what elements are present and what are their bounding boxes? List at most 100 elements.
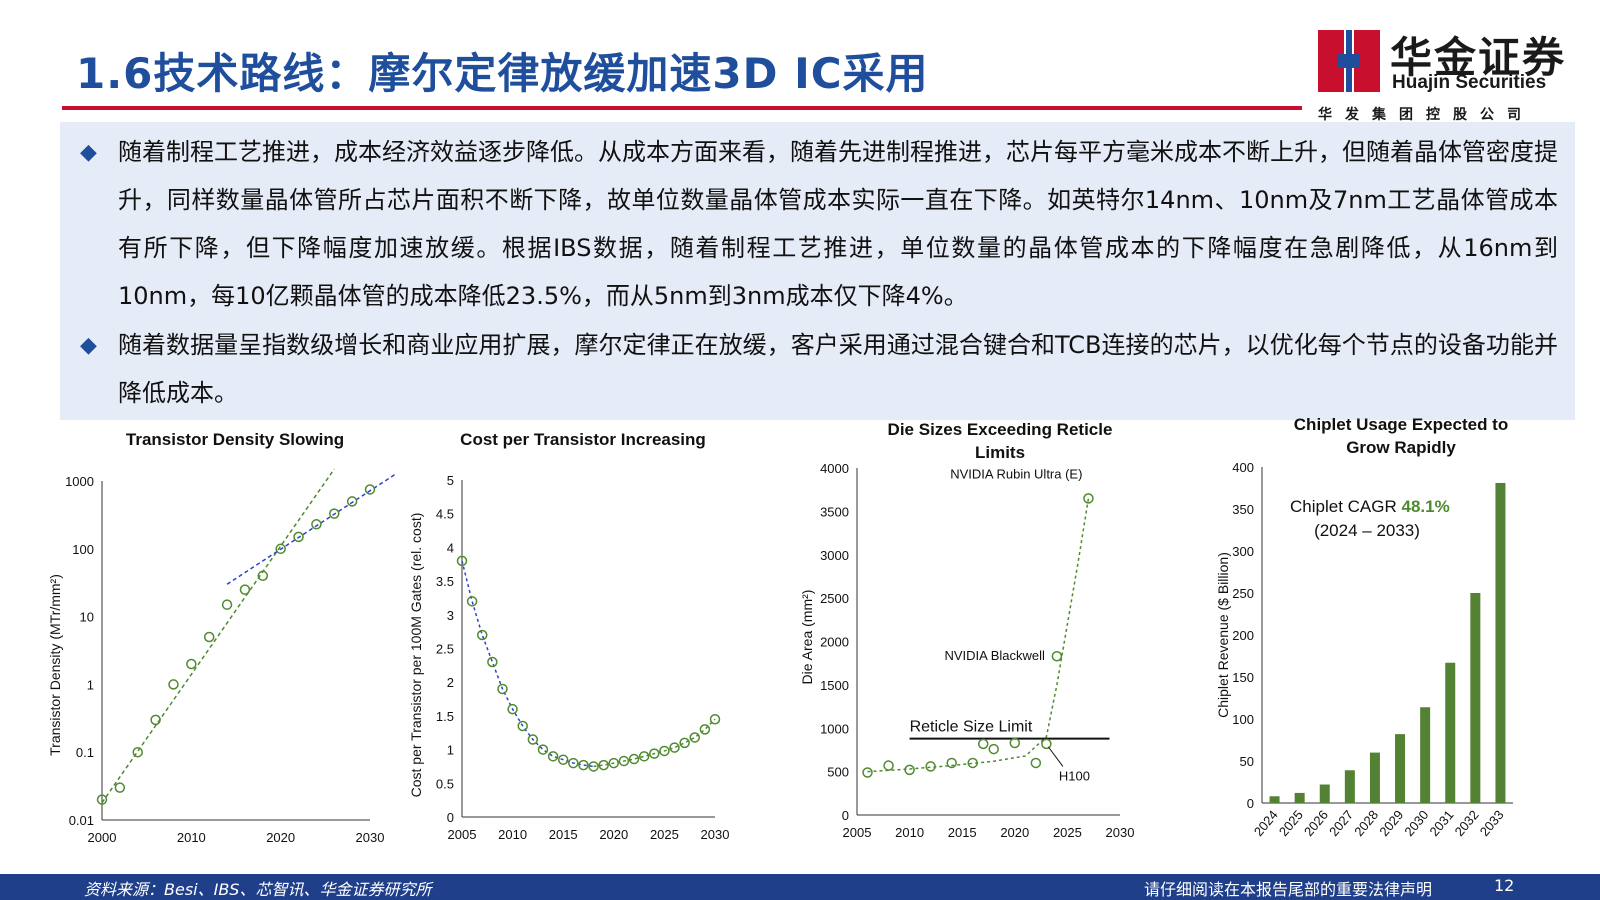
bar [1269,796,1280,803]
data-point [618,755,630,767]
cagr-period: (2024 – 2033) [1314,521,1420,540]
x-tick-label: 2005 [843,825,872,840]
footer-bar: 资料来源：Besi、IBS、芯智讯、华金证券研究所 请仔细阅读在本报告尾部的重要… [0,874,1600,900]
x-tick-label: 2005 [448,827,477,842]
legal-disclaimer: 请仔细阅读在本报告尾部的重要法律声明 [1144,880,1433,899]
data-point [649,748,660,759]
data-point [1051,650,1063,662]
data-point [364,484,376,495]
source-note: 资料来源：Besi、IBS、芯智讯、华金证券研究所 [84,880,432,899]
x-tick-label: 2030 [1401,807,1431,839]
y-tick-label: 500 [827,765,849,780]
data-point [537,744,549,755]
data-point [862,767,873,778]
data-point [476,629,488,641]
y-tick-label: 5 [447,473,454,488]
page-number: 12 [1494,876,1515,895]
fit-curve-rise [593,718,716,768]
data-point [883,760,894,771]
x-tick-label: 2030 [1106,825,1135,840]
y-tick-label: 2.5 [436,642,454,657]
trend-line [226,472,398,585]
y-axis-label: Transistor Density (MTr/mm²) [47,574,63,756]
y-tick-label: 350 [1232,502,1254,517]
x-tick-label: 2010 [498,827,527,842]
annotation-rubin-ultra: NVIDIA Rubin Ultra (E) [950,466,1082,481]
data-point [588,761,599,772]
data-point [547,751,559,762]
y-tick-label: 1000 [65,474,94,489]
data-point [709,714,721,725]
chart-chiplet-revenue: Chiplet Usage Expected to Grow Rapidly C… [1215,415,1513,839]
y-tick-label: 1.5 [436,709,454,724]
y-axis-label: Die Area (mm²) [799,590,815,685]
summary-box: ◆ 随着制程工艺推进，成本经济效益逐步降低。从成本方面来看，随着先进制程推进，芯… [60,122,1575,420]
y-tick-label: 0 [1247,796,1254,811]
x-tick-label: 2025 [1053,825,1082,840]
x-tick-label: 2020 [599,827,628,842]
bar [1445,662,1456,803]
y-axis-label: Cost per Transistor per 100M Gates (rel.… [408,513,424,798]
data-point [988,743,1000,755]
trend-line [101,468,335,804]
data-point [925,761,936,772]
x-tick-label: 2031 [1426,807,1456,839]
data-point [967,757,978,769]
x-tick-label: 2024 [1251,807,1281,839]
data-point [1083,493,1094,504]
bullet-text-1: 随着制程工艺推进，成本经济效益逐步降低。从成本方面来看，随着先进制程推进，芯片每… [118,138,1558,310]
logo-chinese-name: 华金证券 [1390,33,1567,82]
chart-die-sizes: Die Sizes Exceeding Reticle Limits Die A… [799,420,1135,840]
x-tick-label: 2032 [1452,807,1482,839]
y-tick-label: 3000 [820,548,849,563]
cagr-label: Chiplet CAGR [1290,497,1401,516]
y-tick-label: 50 [1240,754,1254,769]
logo-subtitle: 华发集团控股公司 [1318,107,1534,123]
annotation-leader-line [1047,746,1064,767]
logo-english-name: Huajin Securities [1392,72,1547,93]
chart-cost-per-transistor: Cost per Transistor Increasing Cost per … [408,430,729,842]
data-point [487,656,498,668]
bar [1319,784,1330,803]
y-tick-label: 100 [1232,712,1254,727]
y-tick-label: 4.5 [436,507,454,522]
data-point [203,631,215,643]
data-point [311,519,322,530]
data-point [977,738,989,750]
x-tick-label: 2000 [88,830,117,845]
cagr-value: 48.1% [1401,497,1449,516]
chart-title-line-2: Limits [975,443,1025,462]
y-tick-label: 2 [447,675,454,690]
annotation-h100: H100 [1059,768,1090,783]
trend-curve [867,498,1090,773]
data-point [293,531,304,543]
page-title: 1.6技术路线：摩尔定律放缓加速3D IC采用 [76,49,929,98]
x-tick-label: 2030 [356,830,385,845]
y-tick-label: 2500 [820,591,849,606]
fit-curve-decline [461,560,594,768]
data-point [1009,737,1021,749]
data-point [669,742,680,753]
x-tick-label: 2029 [1376,807,1406,839]
chart-title-line-2: Grow Rapidly [1346,438,1456,457]
data-point [466,596,478,607]
chart-title: Cost per Transistor Increasing [460,430,706,449]
x-tick-label: 2027 [1326,807,1356,839]
y-tick-label: 0 [447,810,454,825]
chart-title: Transistor Density Slowing [126,430,344,449]
y-tick-label: 10 [80,610,94,625]
data-point [578,759,589,771]
data-point [257,570,269,582]
data-point [904,764,915,776]
data-point [946,757,957,769]
y-tick-label: 4000 [820,461,849,476]
x-tick-label: 2010 [177,830,206,845]
y-tick-label: 250 [1232,586,1254,601]
data-point [329,508,340,519]
data-point [608,757,620,769]
y-tick-label: 0.01 [69,813,94,828]
y-tick-label: 1 [87,677,94,692]
data-point [275,543,286,555]
chart-title-line-1: Die Sizes Exceeding Reticle [888,420,1113,439]
huajin-logo-icon [1318,30,1380,92]
